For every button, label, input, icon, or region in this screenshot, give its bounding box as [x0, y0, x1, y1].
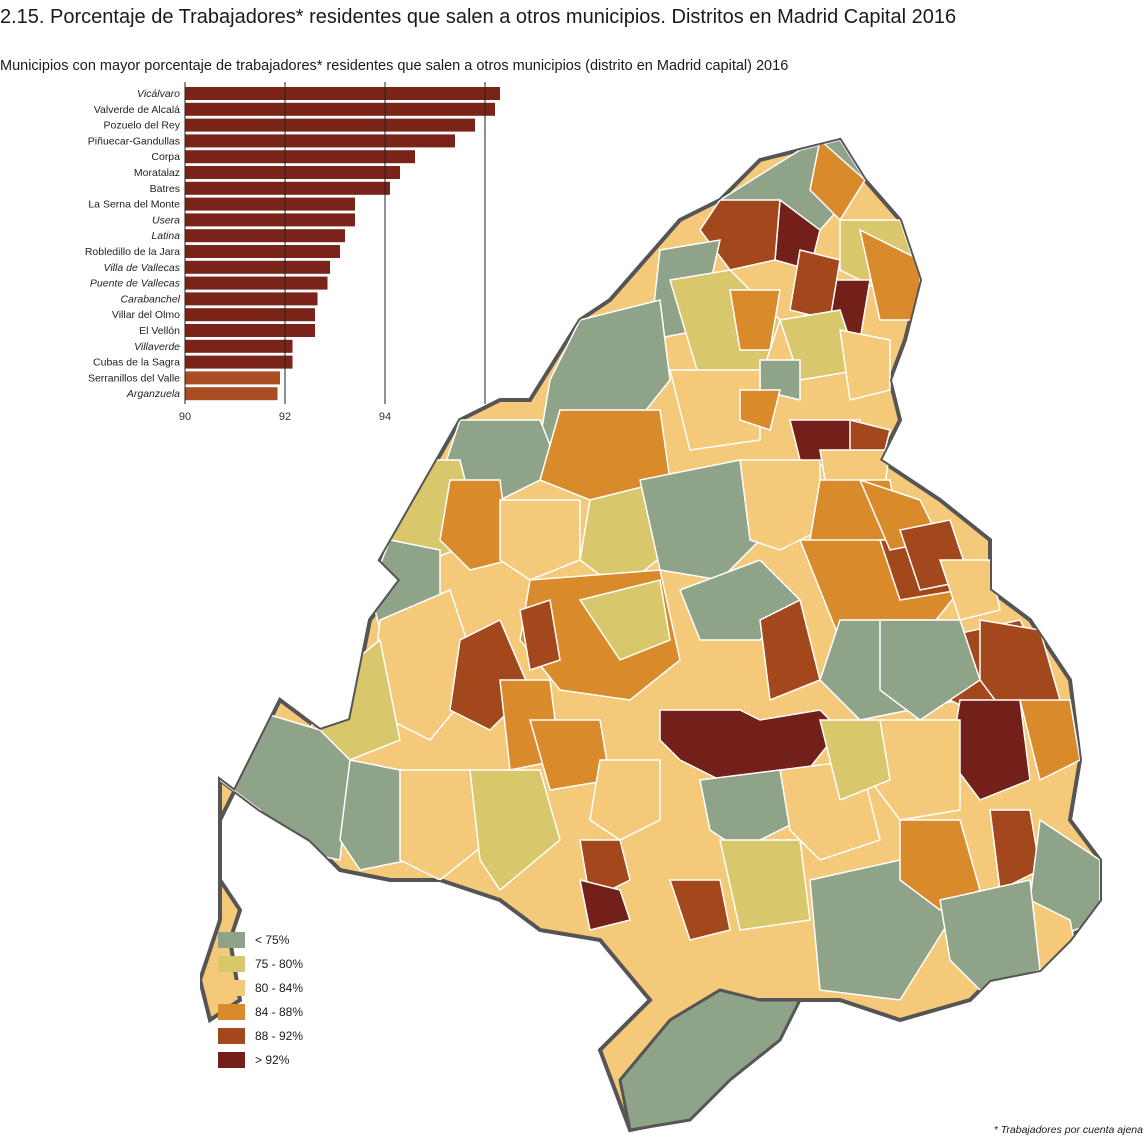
municipality-area	[879, 619, 981, 721]
category-label: Cubas de la Sagra	[93, 357, 180, 369]
legend-item: 88 - 92%	[218, 1024, 303, 1048]
legend-label: 84 - 88%	[255, 1005, 304, 1019]
chart-subtitle: Municipios con mayor porcentaje de traba…	[0, 58, 789, 74]
category-label: Puente de Vallecas	[90, 278, 181, 290]
legend-swatch	[218, 1004, 245, 1020]
legend-label: < 75%	[255, 933, 290, 947]
category-label: Latina	[151, 230, 180, 242]
legend-swatch	[218, 932, 245, 948]
legend-label: > 92%	[255, 1053, 290, 1067]
municipality-area	[938, 559, 1001, 621]
legend-label: 80 - 84%	[255, 981, 304, 995]
bar	[185, 166, 400, 179]
municipality-area	[729, 289, 781, 351]
legend-item: 75 - 80%	[218, 952, 303, 976]
bar	[185, 229, 345, 243]
bar	[185, 150, 415, 164]
municipality-area	[1019, 699, 1081, 782]
bar-chart: Vicálvaro Valverde de Alcalá Pozuelo del R…	[85, 82, 500, 423]
bar	[185, 308, 315, 322]
category-label: Pozuelo del Rey	[104, 120, 181, 132]
legend-item: 84 - 88%	[218, 1000, 303, 1024]
municipality-area	[699, 769, 801, 851]
category-label: Usera	[152, 214, 180, 226]
municipality-area	[399, 769, 491, 881]
bar	[185, 87, 500, 100]
municipality-area	[739, 459, 821, 551]
page-title: 2.15. Porcentaje de Trabajadores* reside…	[0, 6, 957, 28]
madrid-region-map	[200, 137, 1102, 1133]
category-label: Piñuecar-Gandullas	[88, 135, 180, 147]
category-label: Serranillos del Valle	[88, 372, 180, 384]
municipality-area	[439, 479, 511, 571]
municipality-area	[469, 769, 561, 892]
category-label: Robledillo de la Jara	[85, 246, 180, 258]
legend-swatch	[218, 980, 245, 996]
bar	[185, 292, 318, 306]
municipality-area	[519, 599, 561, 671]
category-label: La Serna del Monte	[88, 199, 180, 211]
bar	[185, 260, 330, 274]
map-legend: < 75% 75 - 80% 80 - 84% 84 - 88% 88 - 92…	[218, 928, 303, 1072]
legend-swatch	[218, 1052, 245, 1068]
bar	[185, 339, 293, 353]
municipality-area	[339, 759, 411, 871]
category-label: Corpa	[151, 151, 180, 163]
municipality-area	[618, 988, 803, 1132]
legend-item: > 92%	[218, 1048, 303, 1072]
municipality-area	[589, 759, 661, 841]
category-label: Batres	[150, 183, 180, 195]
municipality-area	[668, 879, 731, 941]
municipality-area	[839, 329, 891, 401]
bar	[185, 276, 328, 290]
legend-swatch	[218, 956, 245, 972]
footnote: * Trabajadores por cuenta ajena	[993, 1124, 1143, 1136]
bar	[185, 387, 278, 401]
category-label: Moratalaz	[134, 167, 180, 179]
tick-label: 92	[279, 411, 291, 423]
tick-label: 94	[379, 411, 391, 423]
bar	[185, 181, 390, 195]
legend-label: 88 - 92%	[255, 1029, 304, 1043]
municipality-area	[499, 499, 581, 581]
municipality-area	[639, 459, 761, 581]
bar	[185, 134, 455, 148]
category-label: Villa de Vallecas	[104, 262, 181, 274]
municipality-area	[809, 859, 951, 1001]
category-label: Villaverde	[134, 341, 180, 353]
bar	[185, 245, 340, 258]
municipality-area	[819, 719, 891, 802]
bar	[185, 324, 315, 337]
municipality-area	[699, 199, 781, 271]
category-label: Villar del Olmo	[112, 309, 180, 321]
category-label: El Vellón	[139, 325, 180, 337]
legend-label: 75 - 80%	[255, 957, 304, 971]
municipality-area	[719, 839, 811, 931]
municipality-area	[739, 389, 781, 431]
bar	[185, 197, 355, 211]
category-label: Vicálvaro	[137, 88, 180, 100]
bar	[185, 371, 280, 385]
tick-label: 90	[179, 411, 191, 423]
municipality-area	[579, 878, 631, 931]
legend-item: < 75%	[218, 928, 303, 952]
category-label: Carabanchel	[120, 293, 180, 305]
bar	[185, 102, 495, 116]
municipality-area	[669, 369, 761, 451]
bar	[185, 355, 293, 369]
category-label: Arganzuela	[126, 388, 180, 400]
bar	[185, 118, 475, 132]
legend-swatch	[218, 1028, 245, 1044]
municipality-area	[789, 249, 841, 321]
bar	[185, 213, 355, 227]
municipality-area	[578, 579, 671, 661]
legend-item: 80 - 84%	[218, 976, 303, 1000]
category-label: Valverde de Alcalá	[94, 104, 180, 116]
